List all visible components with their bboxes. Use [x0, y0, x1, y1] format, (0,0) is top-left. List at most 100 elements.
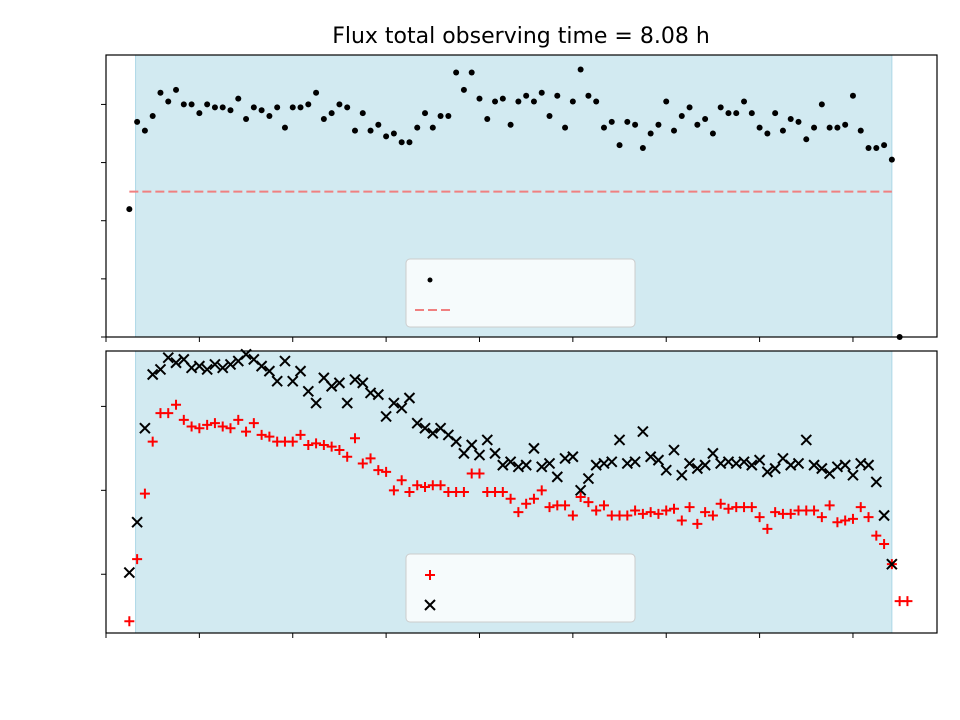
- measurement-point: [243, 115, 250, 122]
- measurement-point: [250, 104, 257, 111]
- measurement-point: [258, 107, 265, 114]
- matched-star-point: [139, 488, 150, 499]
- measurement-point: [180, 101, 187, 108]
- matched-star-point: [840, 515, 851, 526]
- legend-matched-marker: [425, 570, 435, 580]
- matched-star-point: [248, 418, 259, 429]
- matched-star-point: [770, 507, 781, 518]
- predicted-star-point: [613, 434, 626, 446]
- measurement-point: [149, 113, 156, 120]
- predicted-star-point: [816, 462, 828, 475]
- measurement-point: [756, 124, 763, 131]
- measurement-point: [530, 98, 537, 105]
- axes-frame: [105, 350, 938, 634]
- measurement-point: [359, 110, 366, 117]
- matched-star-point: [816, 512, 827, 523]
- predicted-star-point: [606, 456, 618, 468]
- matched-star-point: [163, 408, 174, 419]
- matched-star-point: [544, 502, 555, 513]
- measurement-point: [616, 142, 623, 149]
- predicted-star-point: [504, 456, 517, 468]
- predicted-star-point: [419, 422, 431, 434]
- measurement-point: [888, 156, 895, 163]
- matched-star-point: [435, 480, 446, 491]
- measurement-point: [694, 121, 701, 128]
- predicted-star-point: [660, 464, 672, 476]
- matched-star-point: [458, 487, 469, 497]
- matched-star-point: [373, 465, 384, 476]
- predicted-star-point: [325, 380, 338, 392]
- measurement-point: [857, 127, 864, 134]
- matched-star-point: [832, 517, 843, 528]
- predicted-star-point: [294, 365, 307, 377]
- predicted-star-point: [380, 410, 392, 423]
- matched-star-point: [388, 485, 399, 496]
- matched-star-point: [225, 423, 236, 434]
- matched-star-point: [147, 436, 158, 447]
- measurement-point: [134, 118, 141, 125]
- matched-star-point: [536, 485, 547, 496]
- predicted-star-point: [411, 417, 423, 429]
- matched-star-point: [692, 518, 703, 529]
- matched-star-point: [396, 475, 407, 486]
- top-panel: [101, 54, 938, 342]
- measurement-point: [429, 124, 436, 131]
- measurement-point: [873, 145, 880, 152]
- measurement-point: [173, 86, 180, 93]
- predicted-star-point: [139, 422, 151, 434]
- matched-star-point: [124, 616, 135, 627]
- measurement-point: [811, 124, 818, 131]
- matched-star-point: [171, 399, 182, 410]
- measurement-point: [608, 118, 615, 125]
- measurement-point: [126, 206, 133, 213]
- matched-star-point: [824, 500, 835, 511]
- predicted-star-point: [310, 397, 322, 409]
- predicted-star-point: [372, 388, 385, 401]
- measurement-point: [266, 113, 273, 120]
- measurement-point: [157, 89, 164, 96]
- matched-star-point: [684, 502, 695, 513]
- predicted-star-point: [746, 459, 758, 471]
- measurement-point: [445, 113, 452, 120]
- measurement-point: [398, 139, 405, 146]
- predicted-star-point: [224, 358, 237, 371]
- predicted-star-point: [629, 456, 641, 468]
- matched-star-point: [575, 492, 586, 503]
- measurement-point: [141, 127, 148, 134]
- matched-star-point: [241, 426, 252, 437]
- measurement-point: [460, 86, 467, 93]
- matched-star-point: [412, 480, 423, 491]
- measurement-point: [818, 101, 825, 108]
- measurement-point: [390, 130, 397, 137]
- measurement-point: [795, 118, 802, 125]
- predicted-star-point: [302, 385, 315, 397]
- measurement-point: [274, 104, 281, 111]
- measurement-point: [227, 107, 234, 114]
- matched-star-point: [676, 515, 687, 526]
- measurement-point: [515, 98, 522, 105]
- predicted-star-point: [800, 434, 812, 446]
- matched-star-point: [334, 445, 345, 456]
- legend-measurements-marker: [427, 277, 433, 283]
- measurement-point: [569, 98, 576, 105]
- predicted-star-point: [699, 459, 711, 471]
- measurement-point: [546, 113, 553, 120]
- matched-star-point: [560, 500, 571, 511]
- measurement-point: [414, 124, 421, 131]
- predicted-star-point: [473, 449, 486, 461]
- matched-star-point: [318, 440, 329, 450]
- matched-star-point: [809, 505, 820, 516]
- matched-star-point: [653, 508, 664, 519]
- matched-star-point: [521, 498, 532, 509]
- legend-box: [405, 553, 636, 623]
- measurement-point: [499, 95, 506, 102]
- matched-star-point: [700, 507, 711, 518]
- measurement-point: [281, 124, 288, 131]
- measurement-point: [351, 127, 358, 134]
- matched-star-point: [762, 523, 773, 534]
- predicted-star-point: [209, 358, 221, 371]
- predicted-star-point: [481, 434, 493, 446]
- matched-star-point: [287, 436, 298, 447]
- predicted-star-point: [146, 368, 159, 381]
- measurement-point: [406, 139, 413, 146]
